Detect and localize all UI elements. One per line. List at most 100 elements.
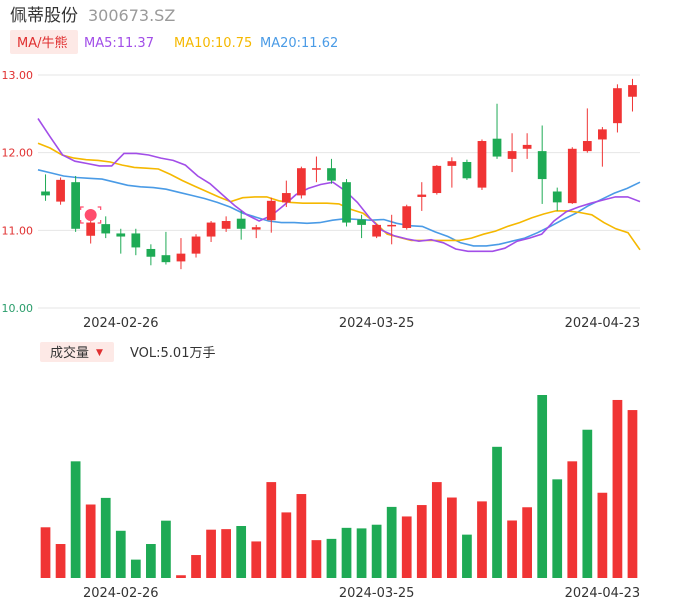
candle-body bbox=[297, 168, 306, 196]
y-tick-label: 11.00 bbox=[2, 224, 34, 237]
candle-body bbox=[342, 182, 351, 223]
candle bbox=[628, 78, 637, 112]
candle-body bbox=[628, 85, 637, 97]
volume-bar bbox=[371, 524, 382, 578]
x-tick-label: 2024-04-23 bbox=[565, 586, 641, 601]
candle bbox=[297, 166, 306, 199]
candle-body bbox=[116, 233, 126, 237]
candle bbox=[191, 234, 201, 258]
candle bbox=[598, 127, 607, 167]
candle bbox=[251, 224, 261, 239]
volume-bar bbox=[431, 482, 442, 578]
volume-bar bbox=[251, 541, 262, 578]
volume-x-axis: 2024-02-26 2024-03-25 2024-04-23 bbox=[83, 586, 640, 601]
volume-bar bbox=[100, 497, 111, 578]
candle bbox=[372, 224, 381, 239]
ma10-line bbox=[37, 142, 641, 251]
candle-body bbox=[598, 129, 607, 140]
candle-body bbox=[161, 255, 171, 263]
candle bbox=[613, 84, 622, 133]
candle bbox=[432, 165, 442, 195]
candle bbox=[312, 156, 321, 183]
candle-body bbox=[281, 193, 291, 203]
candlestick-series bbox=[41, 78, 637, 270]
volume-bar bbox=[176, 575, 186, 578]
candle bbox=[146, 244, 156, 266]
candle bbox=[492, 103, 502, 159]
candle-body bbox=[447, 161, 457, 166]
volume-bar bbox=[552, 479, 563, 578]
ma-tag-label[interactable]: MA/牛熊 bbox=[17, 35, 68, 51]
candle bbox=[552, 187, 562, 211]
x-tick-label: 2024-03-25 bbox=[339, 586, 415, 601]
candle-body bbox=[312, 168, 321, 170]
candle-body bbox=[327, 168, 336, 181]
candle-body bbox=[582, 141, 592, 152]
stock-code: 300673.SZ bbox=[88, 6, 175, 25]
volume-bar bbox=[386, 506, 397, 578]
candle-body bbox=[71, 182, 80, 229]
candle bbox=[342, 179, 351, 227]
candle bbox=[41, 174, 50, 201]
candle-body bbox=[537, 151, 547, 180]
candle bbox=[357, 214, 366, 239]
candle bbox=[161, 231, 171, 265]
candle-body bbox=[402, 206, 412, 229]
candle bbox=[387, 214, 397, 245]
candle-body bbox=[206, 222, 216, 237]
volume-bar bbox=[477, 501, 487, 578]
volume-bar bbox=[221, 529, 231, 578]
volume-bars bbox=[40, 395, 638, 578]
candle-body bbox=[131, 233, 141, 248]
volume-bar bbox=[341, 527, 352, 578]
candle-body bbox=[86, 222, 96, 236]
volume-bar bbox=[161, 520, 171, 578]
x-tick-label: 2024-02-26 bbox=[83, 586, 159, 601]
candle-body bbox=[221, 221, 231, 229]
volume-bar bbox=[401, 516, 412, 578]
volume-tag-label[interactable]: 成交量 bbox=[50, 345, 89, 361]
candle-body bbox=[41, 191, 50, 196]
volume-bar bbox=[191, 555, 201, 578]
candle-body bbox=[191, 236, 201, 254]
candle bbox=[116, 228, 126, 254]
badge-dot[interactable] bbox=[84, 209, 97, 221]
candle bbox=[206, 221, 216, 242]
ma5-legend: MA5:11.37 bbox=[84, 36, 154, 51]
candle bbox=[567, 147, 577, 204]
volume-bar bbox=[236, 526, 247, 578]
candle bbox=[71, 175, 80, 232]
ma-tag-background bbox=[10, 30, 78, 54]
candle-body bbox=[236, 218, 246, 229]
candle-body bbox=[146, 248, 156, 257]
event-badge-icon[interactable] bbox=[80, 206, 102, 224]
y-tick-label: 10.00 bbox=[2, 302, 34, 315]
volume-bar bbox=[356, 528, 367, 578]
y-tick-label: 12.00 bbox=[2, 147, 34, 160]
candle bbox=[447, 157, 457, 188]
candle bbox=[537, 125, 547, 204]
x-tick-label: 2024-03-25 bbox=[339, 316, 415, 331]
candle bbox=[522, 133, 532, 159]
volume-bar bbox=[266, 482, 277, 578]
price-grid bbox=[38, 74, 640, 309]
volume-tag-background bbox=[40, 342, 114, 362]
candle bbox=[327, 158, 336, 184]
candle-body bbox=[507, 151, 517, 159]
candle bbox=[417, 182, 427, 211]
volume-bar bbox=[537, 395, 548, 578]
volume-tag-arrow[interactable]: ▼ bbox=[96, 348, 103, 358]
candle-body bbox=[357, 219, 366, 225]
candle-body bbox=[266, 200, 276, 221]
volume-bar bbox=[522, 507, 532, 578]
candle-body bbox=[176, 253, 186, 262]
volume-bar bbox=[55, 544, 66, 578]
candle bbox=[462, 159, 472, 180]
volume-bar bbox=[416, 505, 427, 578]
volume-legend-text: VOL:5.01万手 bbox=[130, 346, 215, 361]
candle bbox=[101, 216, 111, 239]
volume-bar bbox=[206, 529, 216, 578]
volume-bar bbox=[40, 527, 51, 578]
candle bbox=[131, 228, 141, 256]
